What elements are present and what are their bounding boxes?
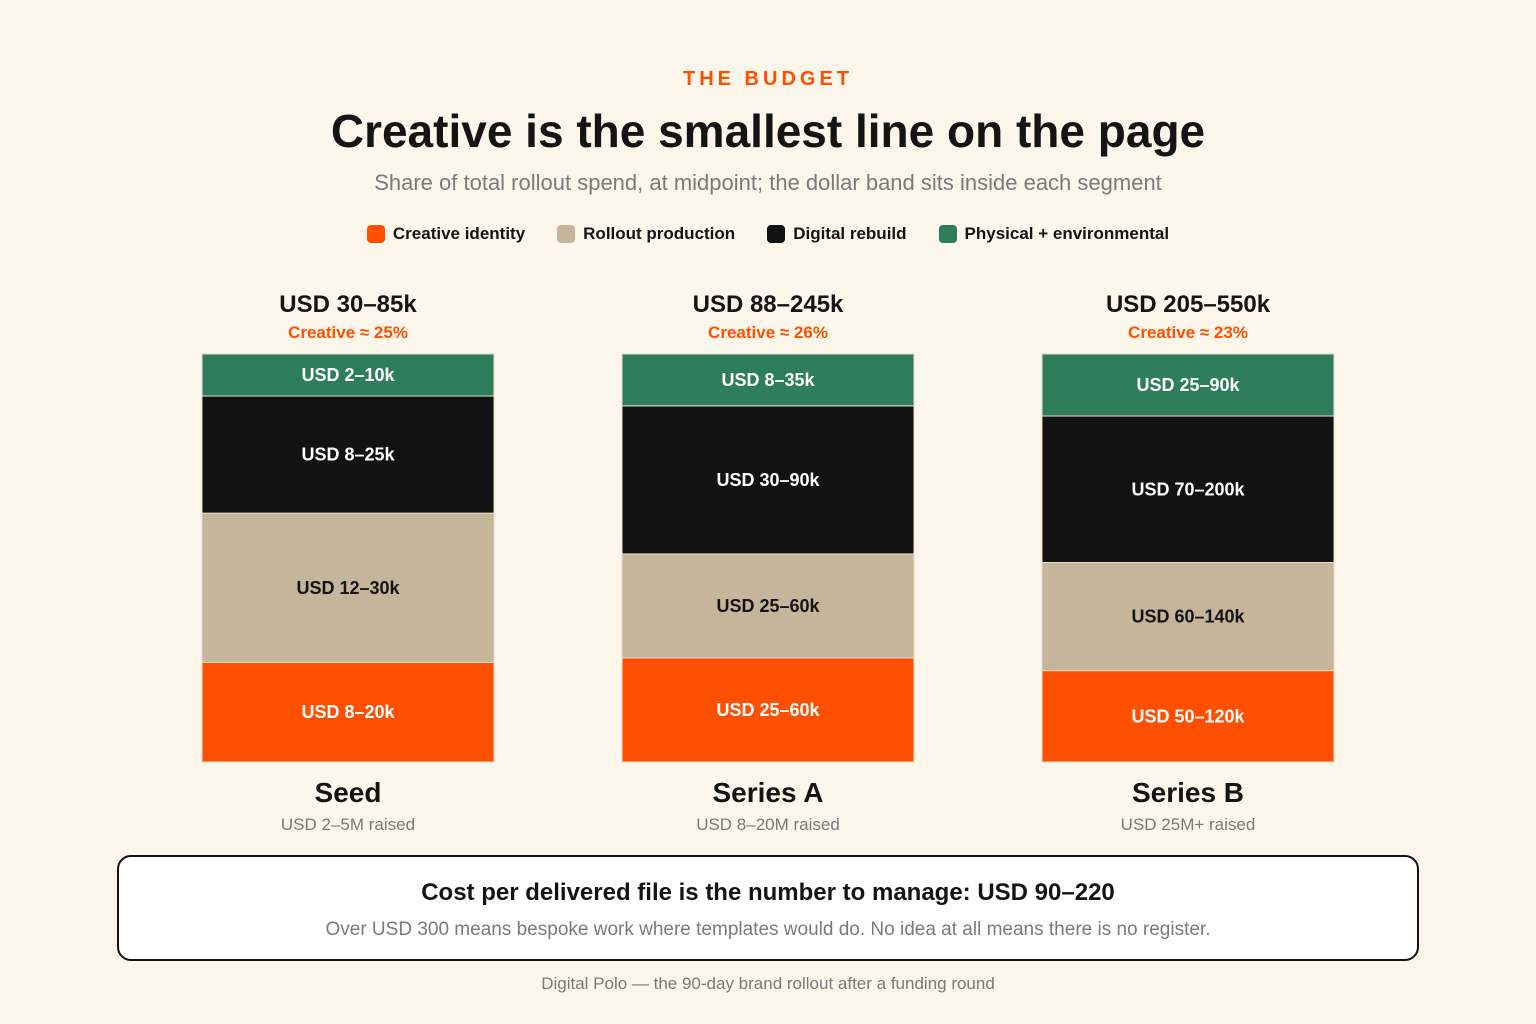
segment-label-seed-rollout-production: USD 12–30k bbox=[296, 578, 400, 598]
segment-label-series-a-rollout-production: USD 25–60k bbox=[716, 596, 820, 616]
creative-share-series-b: Creative ≈ 23% bbox=[1128, 323, 1248, 342]
bar-segment-series-a-physical-environmental bbox=[621, 353, 915, 407]
legend-swatch-creative bbox=[366, 225, 385, 243]
total-label-series-a: USD 88–245k bbox=[693, 291, 844, 318]
segment-label-series-b-rollout-production: USD 60–140k bbox=[1131, 607, 1245, 627]
legend-item-physical: Physical + environmental bbox=[938, 224, 1170, 244]
category-label-seed: Seed bbox=[315, 777, 382, 808]
footer-caption: Digital Polo — the 90-day brand rollout … bbox=[541, 974, 995, 993]
segment-label-series-a-digital-rebuild: USD 30–90k bbox=[716, 470, 820, 490]
stacked-bar-chart: USD 30–85k Creative ≈ 25% USD 8–20k USD 12–… bbox=[201, 291, 1335, 834]
legend-swatch-digital bbox=[767, 225, 786, 243]
segment-label-series-a-creative-identity: USD 25–60k bbox=[716, 700, 820, 720]
callout-title: Cost per delivered file is the number to… bbox=[421, 879, 1115, 906]
legend-label-rollout: Rollout production bbox=[583, 224, 736, 243]
segment-label-series-b-physical-environmental: USD 25–90k bbox=[1136, 375, 1240, 395]
creative-share-seed: Creative ≈ 25% bbox=[288, 323, 408, 342]
legend-item-digital: Digital rebuild bbox=[767, 224, 907, 244]
category-note-series-a: USD 8–20M raised bbox=[696, 815, 840, 834]
total-label-series-b: USD 205–550k bbox=[1106, 291, 1271, 318]
callout-box: Cost per delivered file is the number to… bbox=[117, 855, 1419, 961]
bar-segment-series-a-creative-identity bbox=[621, 657, 915, 763]
category-label-series-b: Series B bbox=[1132, 777, 1244, 808]
legend-item-rollout: Rollout production bbox=[557, 224, 735, 244]
bar-segment-series-a-rollout-production bbox=[621, 553, 915, 659]
bar-segment-seed-creative-identity bbox=[201, 661, 495, 763]
segment-label-seed-physical-environmental: USD 2–10k bbox=[301, 365, 395, 385]
legend-swatch-physical bbox=[938, 225, 957, 243]
category-note-series-b: USD 25M+ raised bbox=[1121, 815, 1256, 834]
legend-item-creative: Creative identity bbox=[366, 224, 526, 244]
segment-label-series-b-creative-identity: USD 50–120k bbox=[1131, 706, 1245, 726]
chart-subtitle: Share of total rollout spend, at midpoin… bbox=[374, 170, 1162, 195]
legend: Creative identity Rollout production Dig… bbox=[0, 224, 1536, 244]
chart-title: Creative is the smallest line on the pag… bbox=[330, 105, 1206, 157]
segment-label-series-a-physical-environmental: USD 8–35k bbox=[721, 370, 815, 390]
bar-segment-series-b-creative-identity bbox=[1041, 670, 1335, 763]
total-label-seed: USD 30–85k bbox=[279, 291, 417, 318]
eyebrow-label: THE BUDGET bbox=[683, 68, 853, 90]
bar-segment-seed-physical-environmental bbox=[201, 353, 495, 397]
bar-segment-seed-digital-rebuild bbox=[201, 395, 495, 514]
bar-segment-series-b-physical-environmental bbox=[1041, 353, 1335, 417]
segment-label-seed-digital-rebuild: USD 8–25k bbox=[301, 445, 395, 465]
legend-swatch-rollout bbox=[557, 225, 576, 243]
category-label-series-a: Series A bbox=[712, 777, 823, 808]
category-note-seed: USD 2–5M raised bbox=[281, 815, 415, 834]
callout-body: Over USD 300 means bespoke work where te… bbox=[325, 919, 1211, 940]
segment-label-seed-creative-identity: USD 8–20k bbox=[301, 702, 395, 722]
bar-segment-series-b-digital-rebuild bbox=[1041, 415, 1335, 563]
creative-share-series-a: Creative ≈ 26% bbox=[708, 323, 828, 342]
legend-label-creative: Creative identity bbox=[392, 224, 526, 243]
bar-segment-series-b-rollout-production bbox=[1041, 561, 1335, 672]
segment-label-series-b-digital-rebuild: USD 70–200k bbox=[1131, 479, 1245, 499]
legend-label-digital: Digital rebuild bbox=[793, 224, 907, 243]
bar-segment-series-a-digital-rebuild bbox=[621, 405, 915, 555]
legend-label-physical: Physical + environmental bbox=[964, 224, 1170, 243]
bar-segment-seed-rollout-production bbox=[201, 512, 495, 663]
